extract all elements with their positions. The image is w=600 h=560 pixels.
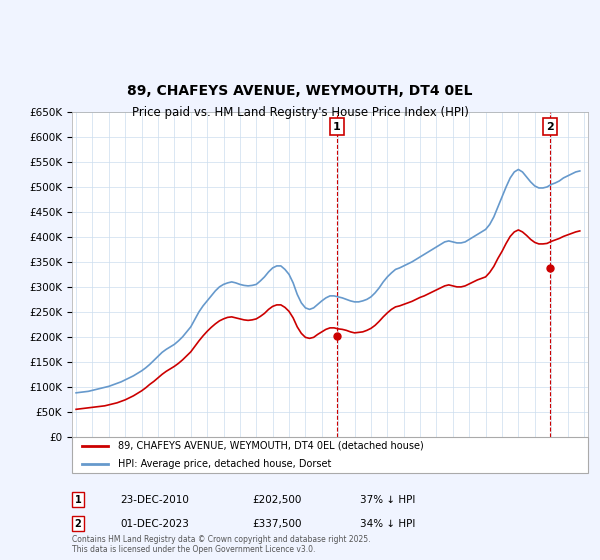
FancyBboxPatch shape [72,437,588,473]
Text: 37% ↓ HPI: 37% ↓ HPI [360,494,415,505]
Text: 1: 1 [74,494,82,505]
Text: £337,500: £337,500 [252,519,302,529]
Text: 2: 2 [74,519,82,529]
Text: 23-DEC-2010: 23-DEC-2010 [120,494,189,505]
Text: 01-DEC-2023: 01-DEC-2023 [120,519,189,529]
Text: 89, CHAFEYS AVENUE, WEYMOUTH, DT4 0EL: 89, CHAFEYS AVENUE, WEYMOUTH, DT4 0EL [127,84,473,98]
Text: £202,500: £202,500 [252,494,301,505]
Text: 1: 1 [333,122,341,132]
Text: Price paid vs. HM Land Registry's House Price Index (HPI): Price paid vs. HM Land Registry's House … [131,106,469,119]
Text: 2: 2 [546,122,554,132]
Text: Contains HM Land Registry data © Crown copyright and database right 2025.
This d: Contains HM Land Registry data © Crown c… [72,535,371,554]
Text: HPI: Average price, detached house, Dorset: HPI: Average price, detached house, Dors… [118,459,332,469]
Text: 89, CHAFEYS AVENUE, WEYMOUTH, DT4 0EL (detached house): 89, CHAFEYS AVENUE, WEYMOUTH, DT4 0EL (d… [118,441,424,451]
Text: 34% ↓ HPI: 34% ↓ HPI [360,519,415,529]
